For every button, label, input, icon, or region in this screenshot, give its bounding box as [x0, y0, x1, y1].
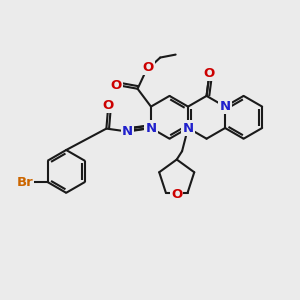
- Text: O: O: [203, 67, 214, 80]
- Text: N: N: [146, 122, 157, 134]
- Text: O: O: [110, 79, 122, 92]
- Text: N: N: [182, 122, 194, 134]
- Text: Br: Br: [16, 176, 33, 189]
- Text: N: N: [220, 100, 231, 113]
- Text: O: O: [143, 61, 154, 74]
- Text: O: O: [102, 99, 113, 112]
- Text: O: O: [171, 188, 182, 201]
- Text: N: N: [122, 125, 133, 138]
